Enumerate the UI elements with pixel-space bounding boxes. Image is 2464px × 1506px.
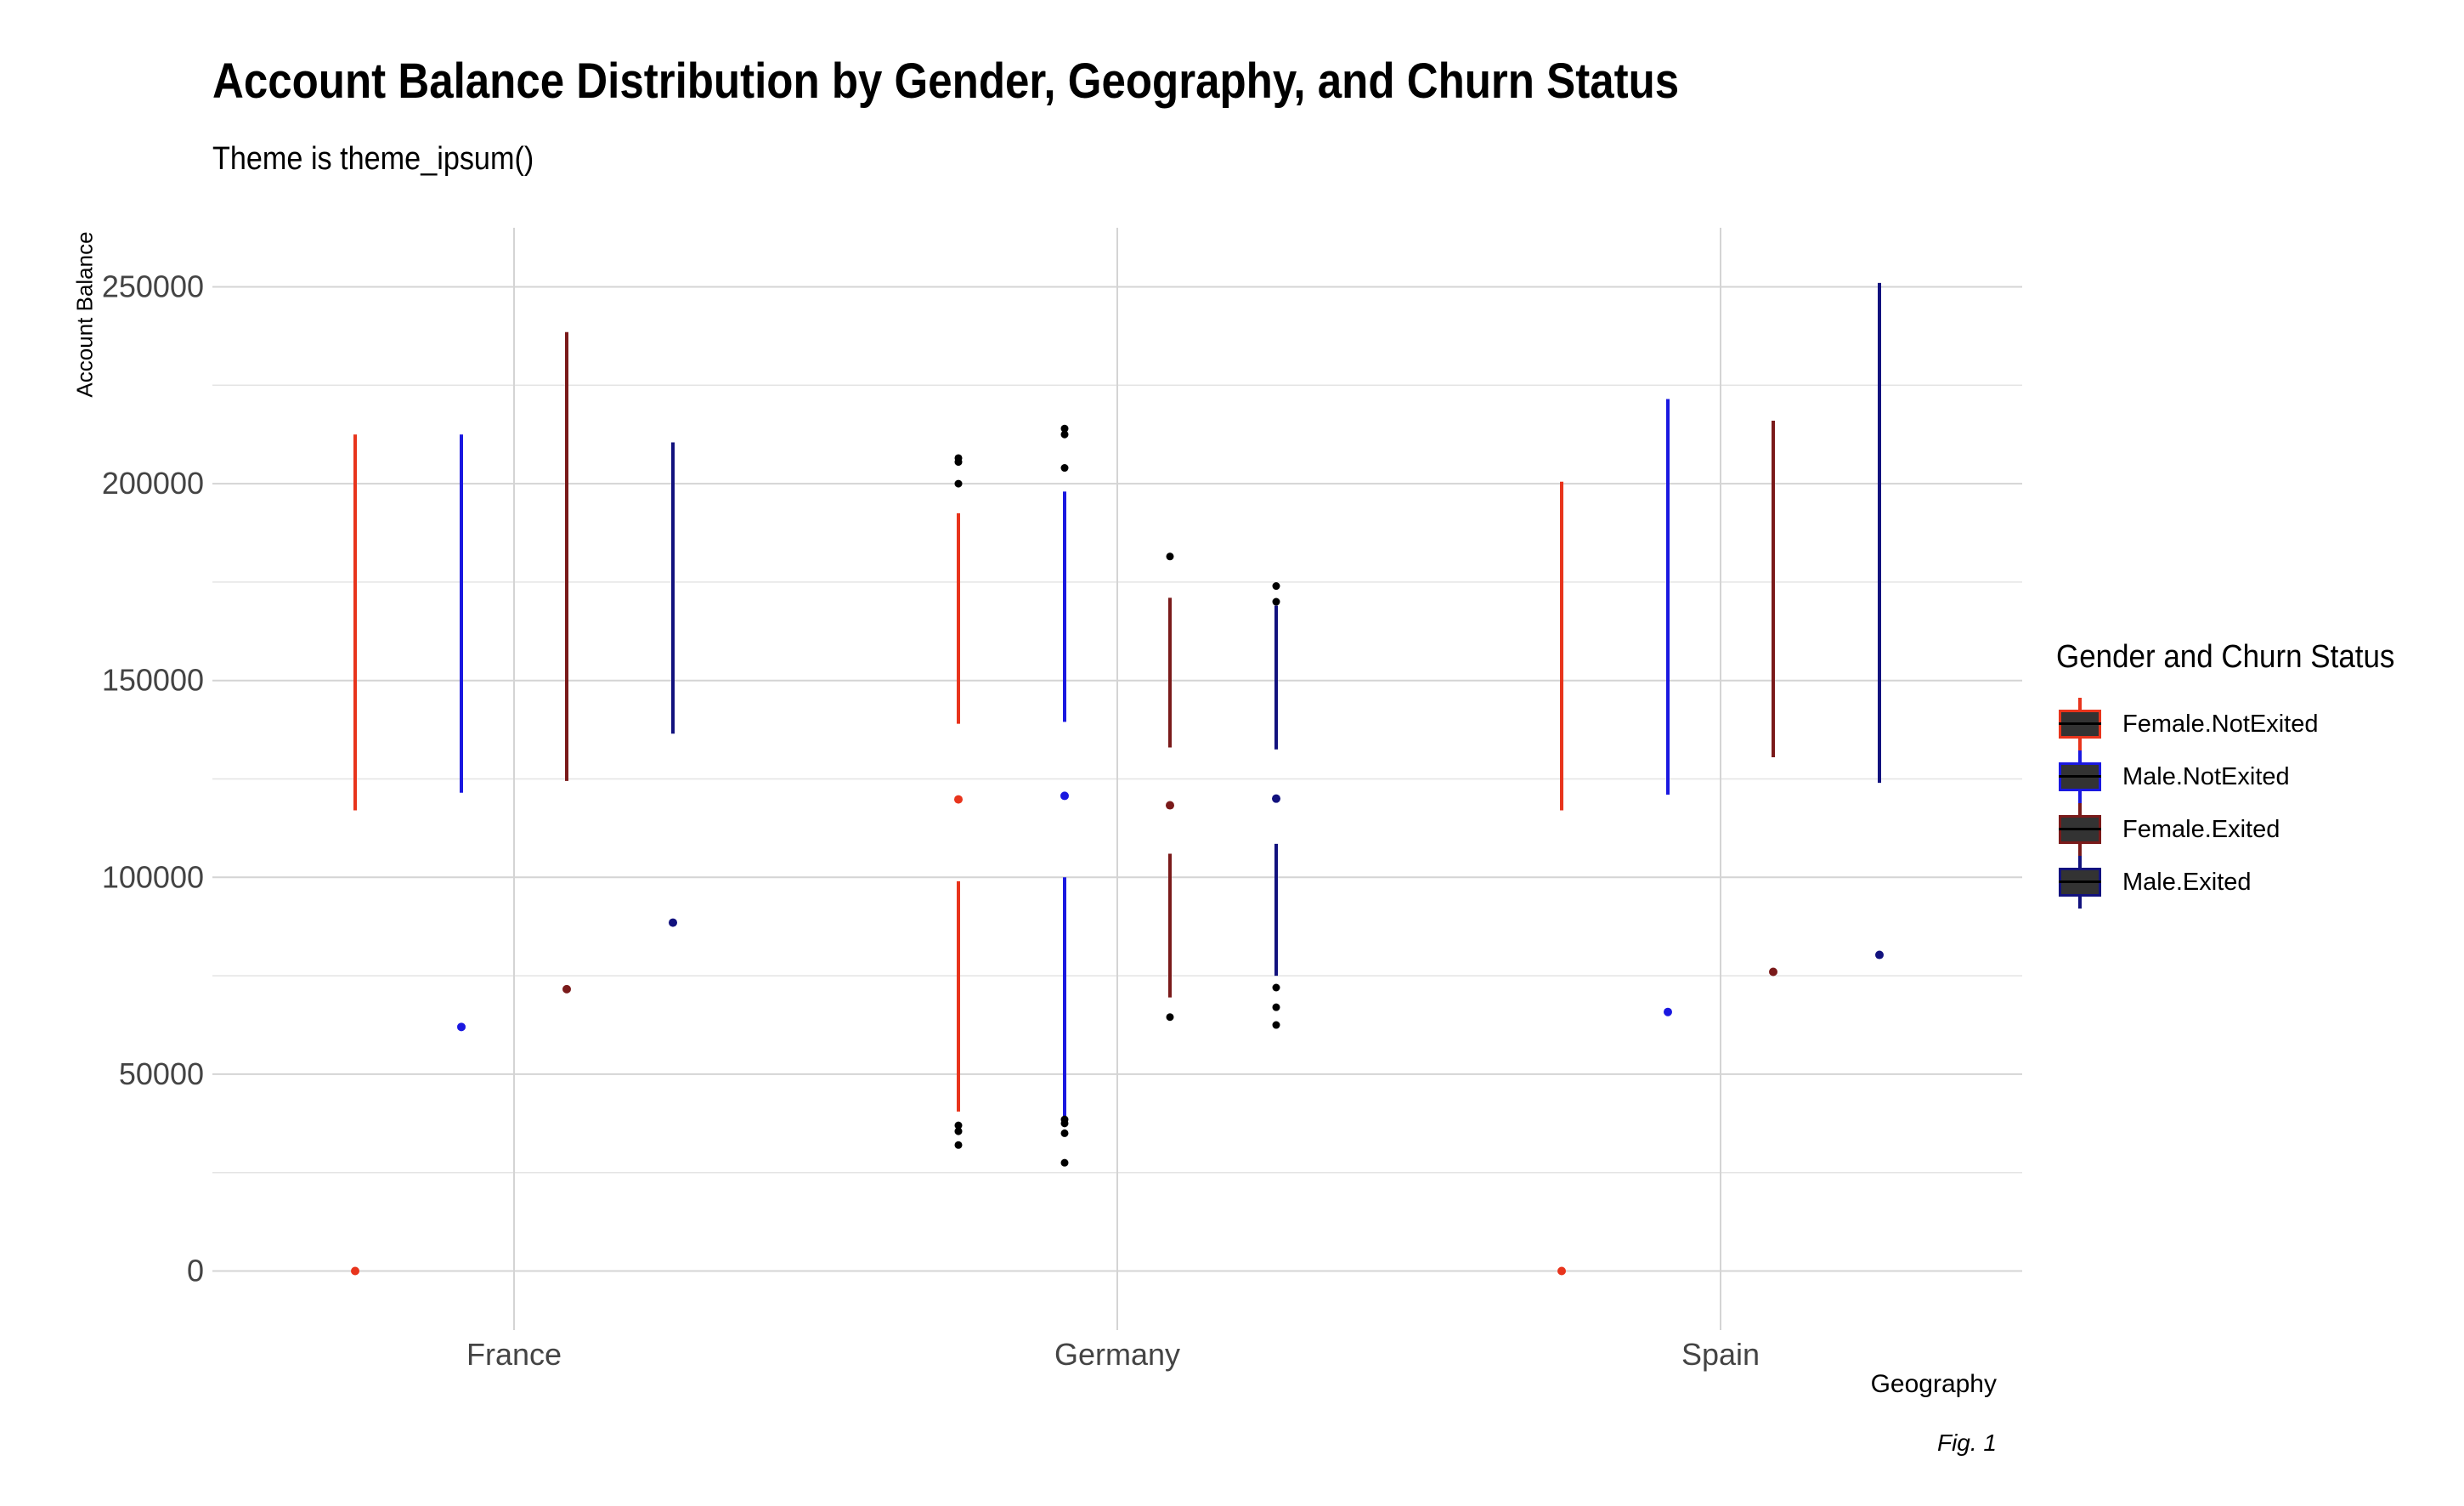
legend-key — [2056, 750, 2104, 803]
x-tick-label: Spain — [1681, 1337, 1760, 1372]
outlier-point — [954, 479, 963, 488]
outlier-point — [1272, 983, 1280, 992]
y-axis-label: Account Balance — [71, 231, 98, 398]
outlier-point — [1060, 1158, 1069, 1167]
legend-label: Female.Exited — [2122, 815, 2280, 843]
legend-label: Male.Exited — [2122, 868, 2252, 896]
median-point — [562, 984, 571, 994]
outlier-point — [954, 1141, 963, 1149]
legend-item: Female.Exited — [2056, 803, 2424, 856]
x-axis-label: Geography — [1870, 1370, 1997, 1398]
median-point — [1664, 1007, 1672, 1016]
series-male-notexited — [457, 399, 1672, 1167]
y-tick-label: 150000 — [102, 663, 204, 698]
outlier-point — [1060, 1115, 1069, 1124]
outlier-point — [1060, 430, 1069, 439]
outlier-point — [1272, 1021, 1280, 1029]
legend: Gender and Churn Status Female.NotExited… — [2056, 639, 2424, 909]
box-marks — [351, 282, 1884, 1276]
y-tick-label: 250000 — [102, 269, 204, 303]
legend-key — [2056, 803, 2104, 856]
outlier-point — [1166, 1013, 1174, 1022]
legend-key-median — [2059, 828, 2101, 830]
outlier-point — [1060, 464, 1069, 473]
outlier-point — [1166, 552, 1174, 561]
median-point — [1557, 1266, 1566, 1276]
outlier-point — [954, 1121, 963, 1130]
chart-subtitle: Theme is theme_ipsum() — [212, 141, 534, 177]
y-tick-label: 200000 — [102, 466, 204, 501]
figure-caption: Fig. 1 — [1936, 1430, 1997, 1456]
legend-item: Male.NotExited — [2056, 750, 2424, 803]
outlier-point — [1272, 597, 1280, 606]
legend-key — [2056, 856, 2104, 909]
outlier-point — [954, 454, 963, 462]
outlier-point — [1060, 424, 1069, 433]
outlier-point — [1272, 1003, 1280, 1011]
outlier-point — [1272, 582, 1280, 591]
x-tick-label: France — [466, 1337, 562, 1372]
axis-tick-labels: 0 50000 100000 150000 200000 250000 France Germ… — [102, 269, 1760, 1372]
median-point — [351, 1266, 359, 1276]
median-point — [457, 1022, 466, 1032]
legend-label: Female.NotExited — [2122, 710, 2319, 738]
chart-title: Account Balance Distribution by Gender, … — [212, 54, 1680, 109]
y-tick-label: 50000 — [119, 1056, 204, 1091]
gridlines — [212, 228, 2022, 1330]
median-point — [1272, 794, 1280, 803]
legend-title: Gender and Churn Status — [2056, 639, 2395, 675]
median-point — [669, 918, 677, 927]
outlier-point — [1060, 1129, 1069, 1137]
series-female-notexited — [351, 434, 1566, 1276]
y-tick-label: 100000 — [102, 859, 204, 894]
legend-key-median — [2059, 880, 2101, 883]
x-tick-label: Germany — [1054, 1337, 1180, 1372]
legend-key-median — [2059, 775, 2101, 778]
legend-item: Female.NotExited — [2056, 698, 2424, 750]
legend-key-median — [2059, 722, 2101, 725]
legend-item: Male.Exited — [2056, 856, 2424, 909]
legend-label: Male.NotExited — [2122, 762, 2290, 790]
median-point — [954, 795, 963, 804]
median-point — [1875, 950, 1884, 960]
outlier-point — [954, 1127, 963, 1135]
median-point — [1166, 801, 1174, 810]
series-male-exited — [669, 282, 1884, 1029]
median-point — [1769, 967, 1777, 977]
y-tick-label: 0 — [187, 1254, 204, 1288]
median-point — [1060, 791, 1069, 801]
series-female-exited — [562, 331, 1777, 1022]
legend-key — [2056, 698, 2104, 750]
